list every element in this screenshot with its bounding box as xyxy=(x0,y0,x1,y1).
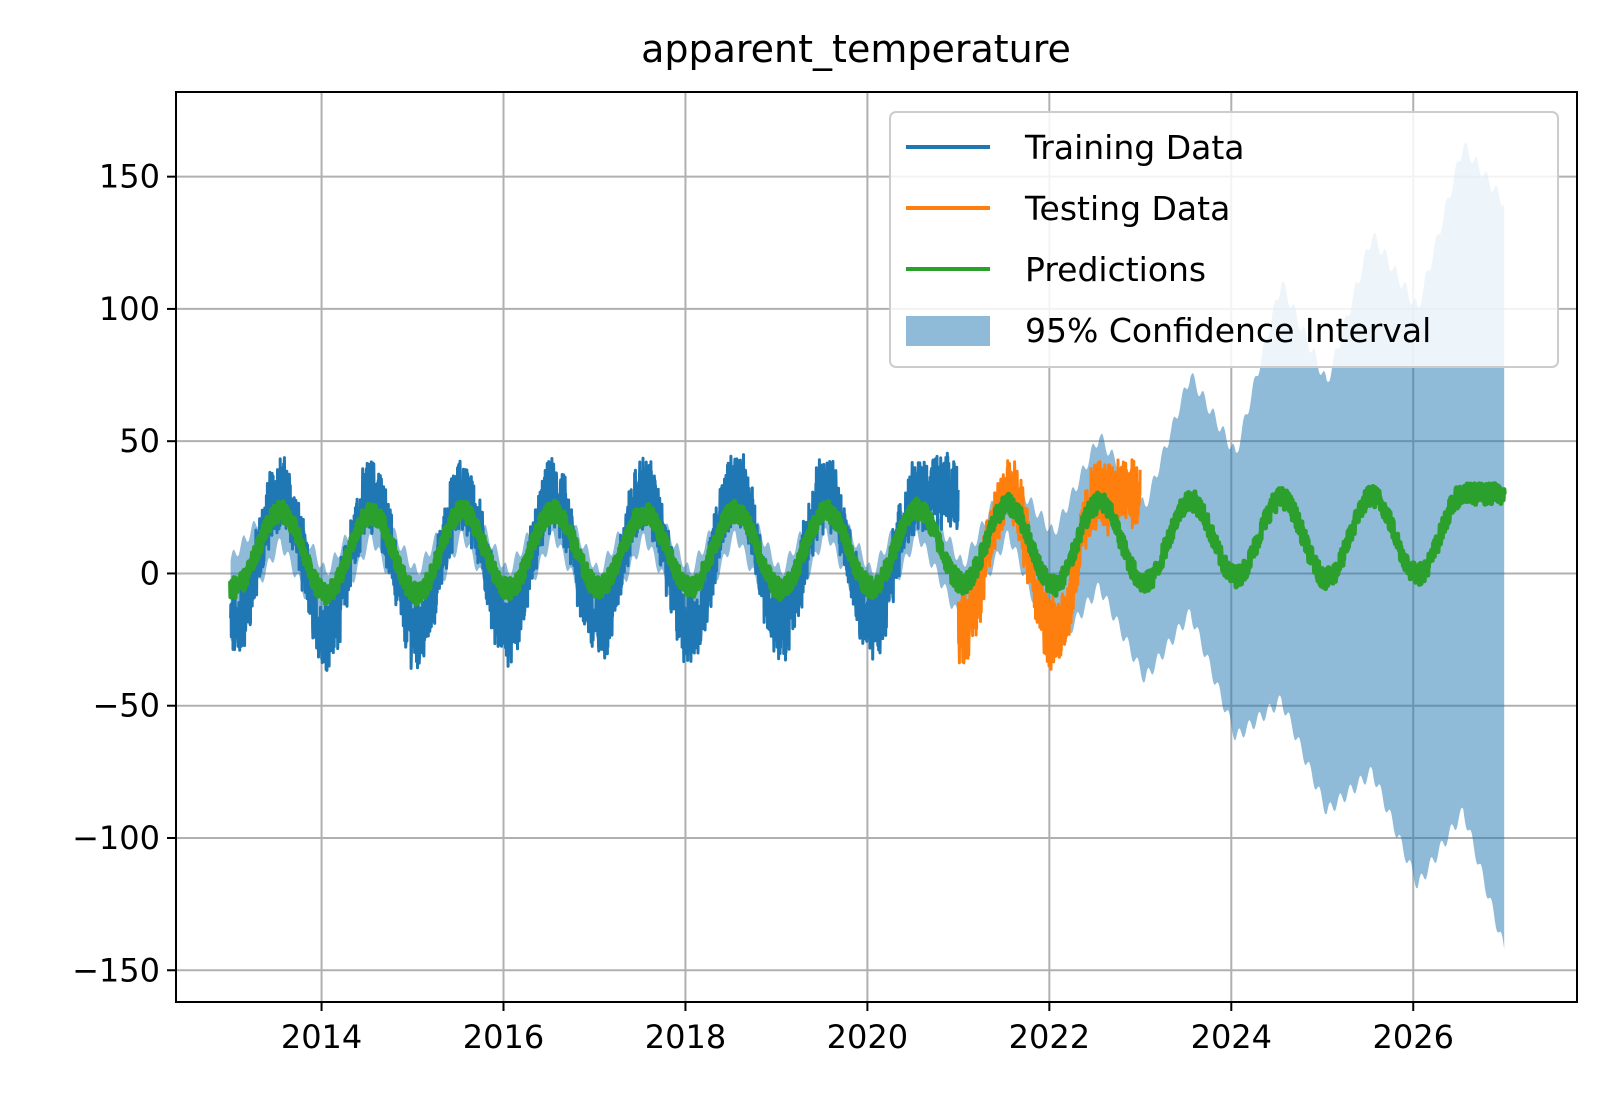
legend-predictions-label: Predictions xyxy=(1025,250,1206,289)
x-tick-label: 2026 xyxy=(1373,1018,1454,1056)
legend-ci-label: 95% Confidence Interval xyxy=(1025,311,1431,350)
y-tick-label: −100 xyxy=(72,819,160,857)
x-tick-label: 2022 xyxy=(1009,1018,1090,1056)
y-tick-label: 150 xyxy=(99,158,160,196)
x-tick-label: 2020 xyxy=(827,1018,908,1056)
legend-ci-swatch xyxy=(906,316,990,346)
axis-ticks: 2014 2016 2018 2020 2022 2024 2026 150 100 50 0 −50… xyxy=(72,158,1454,1056)
x-tick-label: 2016 xyxy=(463,1018,544,1056)
series-layer xyxy=(228,451,1507,672)
x-tick-label: 2014 xyxy=(281,1018,362,1056)
legend: Training Data Testing Data Predictions 9… xyxy=(889,111,1559,368)
chart-title: apparent_temperature xyxy=(641,27,1071,71)
plot-frame xyxy=(175,91,1578,1003)
legend-testing-label: Testing Data xyxy=(1024,189,1230,228)
predictions-line xyxy=(228,481,1507,607)
legend-box xyxy=(889,111,1559,368)
y-tick-label: −50 xyxy=(92,687,160,725)
y-tick-label: 50 xyxy=(119,422,160,460)
x-tick-label: 2018 xyxy=(645,1018,726,1056)
y-tick-label: 100 xyxy=(99,290,160,328)
y-tick-label: −150 xyxy=(72,951,160,989)
x-tick-label: 2024 xyxy=(1191,1018,1272,1056)
legend-training-label: Training Data xyxy=(1024,128,1245,167)
y-tick-label: 0 xyxy=(140,554,160,592)
